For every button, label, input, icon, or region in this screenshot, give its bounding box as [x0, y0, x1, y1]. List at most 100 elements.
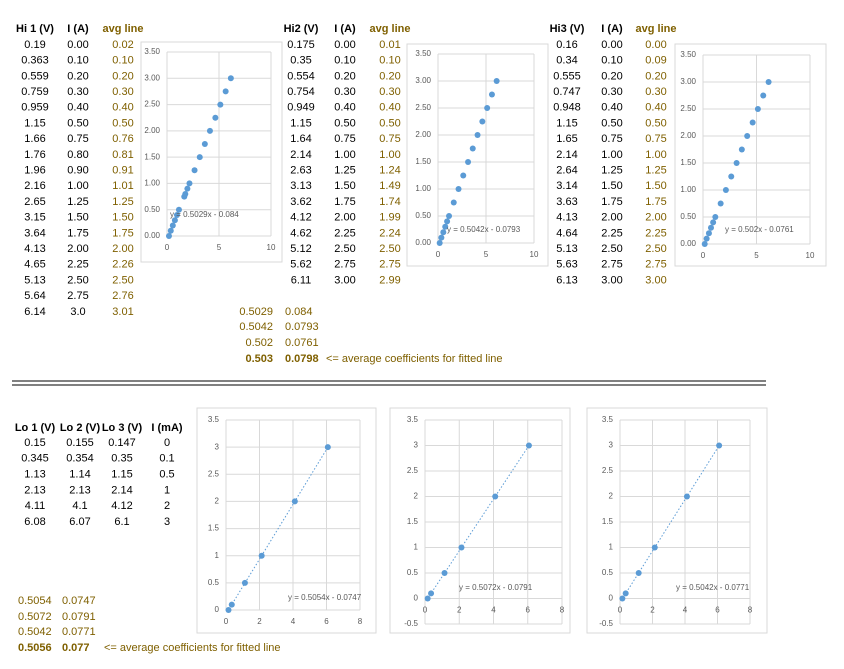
table-cell: 3.0	[70, 306, 85, 318]
x-tick-label: 2	[457, 606, 462, 615]
x-tick-label: 6	[526, 606, 531, 615]
table-cell: 2	[164, 500, 170, 512]
coefficient-cell: 0.0747	[62, 595, 96, 607]
data-point	[440, 229, 447, 236]
trendline-label: y = 0.502x - 0.0761	[725, 225, 794, 234]
data-point	[705, 230, 712, 237]
table-cell: 0.19	[24, 39, 45, 51]
y-tick-label: 0	[414, 594, 419, 603]
table-cell: 1.15	[290, 117, 311, 129]
table-cell: 2.50	[67, 274, 88, 286]
table-cell: 4.13	[24, 243, 45, 255]
table-cell: 0.50	[601, 117, 622, 129]
data-point	[201, 141, 208, 147]
table-cell: 5.13	[556, 243, 577, 255]
x-tick-label: 4	[491, 606, 496, 615]
data-point	[754, 106, 761, 112]
table-cell: 4.12	[111, 500, 132, 512]
table-cell: 0.75	[645, 133, 666, 145]
table-cell: 1.50	[334, 180, 355, 192]
table-cell: 2.50	[645, 243, 666, 255]
table-cell: 0.02	[112, 39, 133, 51]
data-point	[428, 590, 435, 597]
data-point	[651, 544, 658, 551]
table-cell: 0.20	[334, 70, 355, 82]
data-point	[182, 190, 189, 197]
table-cell: 2.00	[112, 243, 133, 255]
table-cell: 0.40	[601, 102, 622, 114]
table-cell: 1.74	[379, 196, 400, 208]
coefficient-cell: 0.5054	[18, 595, 52, 607]
table-cell: 0.90	[67, 165, 88, 177]
x-tick-label: 10	[530, 250, 539, 259]
y-tick-label: 3	[609, 441, 614, 450]
table-cell: 4.64	[556, 227, 577, 239]
table-cell: 3.13	[290, 180, 311, 192]
average-coefficient: 0.077	[62, 642, 90, 654]
y-tick-label: 0.00	[680, 239, 696, 248]
trendline-label: y = 0.5072x - 0.0791	[459, 583, 533, 592]
table-cell: 0.20	[379, 70, 400, 82]
y-tick-label: 3.00	[415, 76, 431, 85]
table-cell: 1.13	[24, 469, 45, 481]
table-cell: 0.50	[67, 117, 88, 129]
data-point	[167, 227, 174, 234]
table-cell: 2.00	[334, 212, 355, 224]
table-cell: 1.25	[601, 165, 622, 177]
table-cell: 1.75	[112, 227, 133, 239]
data-point	[749, 119, 756, 126]
data-point	[212, 114, 219, 121]
table-cell: 0.35	[290, 55, 311, 67]
data-point	[196, 154, 203, 161]
table-header: avg line	[103, 23, 144, 35]
table-header: avg line	[370, 23, 411, 35]
y-tick-label: 2.50	[144, 100, 160, 109]
data-point	[716, 442, 723, 449]
table-cell: 1.49	[379, 180, 400, 192]
x-tick-label: 2	[650, 606, 655, 615]
table-cell: 4.11	[25, 500, 46, 512]
y-tick-label: 1.50	[680, 158, 696, 167]
table-cell: 0.10	[67, 55, 88, 67]
data-point	[744, 133, 751, 139]
coefficient-cell: 0.0761	[285, 337, 319, 349]
y-tick-label: 1	[215, 551, 220, 560]
average-coefficient: 0.5056	[18, 642, 52, 654]
data-point	[710, 219, 717, 226]
data-point	[217, 101, 224, 108]
table-cell: 1.50	[112, 212, 133, 224]
y-tick-label: 1.50	[144, 152, 160, 161]
table-cell: 0.155	[66, 437, 94, 449]
y-tick-label: 2.00	[415, 130, 431, 139]
table-cell: 3.00	[645, 274, 666, 286]
data-point	[488, 91, 495, 98]
table-cell: 6.1	[114, 516, 129, 528]
y-tick-label: 2.5	[208, 469, 220, 478]
data-point	[222, 88, 229, 95]
y-tick-label: 0.50	[144, 205, 160, 214]
table-cell: 0.175	[287, 39, 315, 51]
y-tick-label: 0.00	[415, 238, 431, 247]
data-point	[455, 186, 462, 192]
y-tick-label: 3.50	[415, 49, 431, 58]
y-tick-label: 3.5	[208, 415, 220, 424]
y-tick-label: 1.00	[680, 185, 696, 194]
y-tick-label: 1.00	[144, 179, 160, 188]
data-point	[438, 234, 445, 241]
table-cell: 2.00	[601, 212, 622, 224]
data-point	[436, 240, 443, 246]
data-point	[760, 92, 767, 99]
x-tick-label: 4	[291, 617, 296, 626]
data-point	[444, 218, 451, 225]
chart-frame	[196, 407, 377, 634]
table-header: Hi3 (V)	[550, 23, 585, 35]
table-cell: 0.40	[67, 102, 88, 114]
table-cell: 3.00	[601, 274, 622, 286]
data-point	[424, 595, 431, 602]
table-cell: 0.30	[601, 86, 622, 98]
y-tick-label: 0.5	[407, 568, 419, 577]
table-cell: 2.13	[69, 484, 90, 496]
table-cell: 1.00	[601, 149, 622, 161]
table-cell: 1.25	[334, 165, 355, 177]
